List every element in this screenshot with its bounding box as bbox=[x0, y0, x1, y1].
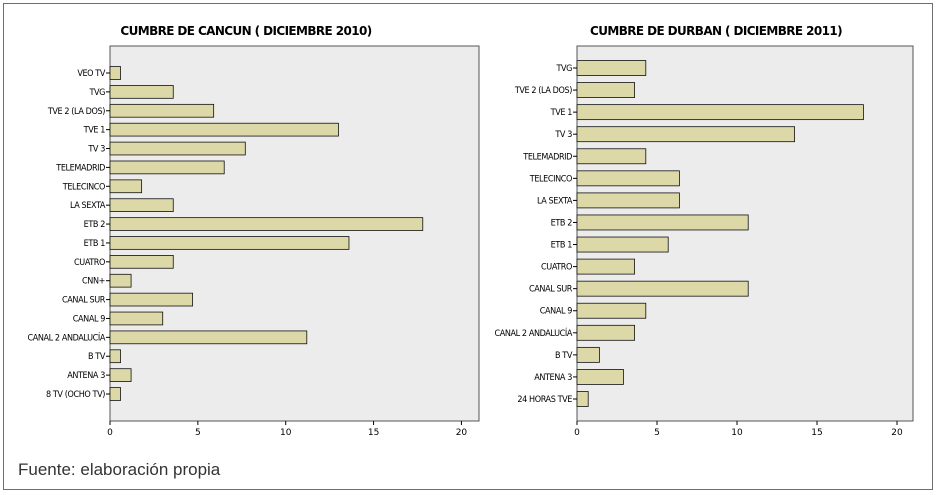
category-label: CANAL 9 bbox=[540, 307, 572, 317]
category-label: ETB 1 bbox=[551, 241, 573, 251]
bar bbox=[109, 122, 339, 137]
x-tick-label: 0 bbox=[107, 428, 113, 438]
category-label: TVG bbox=[555, 64, 572, 74]
bar bbox=[576, 369, 624, 385]
bar bbox=[109, 198, 174, 212]
category-label: LA SEXTA bbox=[537, 196, 573, 206]
category-label: TVE 1 bbox=[83, 126, 106, 136]
chart-title: CUMBRE DE DURBAN ( DICIEMBRE 2011) bbox=[590, 24, 842, 38]
category-label: TV 3 bbox=[87, 145, 105, 155]
bar bbox=[109, 349, 121, 364]
category-label: CANAL SUR bbox=[62, 296, 106, 306]
category-label: TVE 2 (LA DOS) bbox=[514, 86, 572, 96]
x-tick-label: 5 bbox=[654, 428, 660, 438]
bar bbox=[576, 104, 864, 121]
x-tick-label: 15 bbox=[368, 428, 379, 438]
category-label: TELEMADRID bbox=[55, 163, 105, 173]
x-tick-label: 10 bbox=[280, 428, 292, 438]
category-label: ETB 2 bbox=[551, 218, 573, 228]
bar bbox=[576, 236, 669, 253]
chart-1: CUMBRE DE CANCUN ( DICIEMBRE 2010) VEO TV… bbox=[27, 24, 480, 438]
category-label: TV 3 bbox=[554, 130, 572, 140]
category-label: 8 TV (OCHO TV) bbox=[46, 390, 105, 400]
category-label: B TV bbox=[555, 351, 573, 361]
category-label: B TV bbox=[88, 352, 106, 362]
chart-2: CUMBRE DE DURBAN ( DICIEMBRE 2011) TVG TVE… bbox=[494, 24, 914, 438]
bar bbox=[109, 292, 193, 307]
bar bbox=[576, 280, 749, 297]
bar bbox=[109, 236, 350, 250]
category-label: ANTENA 3 bbox=[67, 371, 105, 381]
bar bbox=[576, 302, 647, 319]
bar bbox=[109, 217, 424, 231]
plot-area bbox=[576, 45, 914, 422]
category-label: CNN+ bbox=[82, 277, 105, 287]
bar bbox=[576, 82, 635, 98]
plot-area bbox=[109, 45, 480, 422]
source-note: Fuente: elaboración propia bbox=[18, 460, 221, 479]
x-tick-label: 10 bbox=[731, 428, 743, 438]
bar bbox=[576, 60, 647, 76]
category-label: LA SEXTA bbox=[70, 201, 106, 211]
category-label: CUATRO bbox=[74, 258, 105, 268]
bar bbox=[109, 368, 132, 382]
bar bbox=[109, 387, 121, 401]
category-label: VEO TV bbox=[77, 69, 106, 79]
category-label: TVE 1 bbox=[550, 108, 573, 118]
category-label: CUATRO bbox=[541, 263, 572, 273]
category-label: ETB 2 bbox=[84, 220, 106, 230]
x-tick-label: 5 bbox=[195, 428, 201, 438]
bar bbox=[109, 85, 174, 99]
bar bbox=[109, 160, 225, 175]
bar bbox=[576, 126, 796, 143]
category-label: TVG bbox=[88, 88, 105, 98]
bar bbox=[576, 346, 600, 363]
x-tick-label: 15 bbox=[811, 428, 822, 438]
bar bbox=[576, 148, 647, 165]
bar bbox=[109, 141, 246, 156]
category-label: TELECINCO bbox=[62, 182, 105, 192]
bar bbox=[109, 330, 308, 345]
x-tick-label: 20 bbox=[456, 428, 468, 438]
bar bbox=[576, 324, 635, 341]
bar bbox=[576, 170, 680, 187]
category-label: ANTENA 3 bbox=[534, 373, 572, 383]
bar bbox=[576, 258, 635, 275]
x-tick-label: 20 bbox=[891, 428, 903, 438]
bar bbox=[109, 103, 215, 118]
category-label: TVE 2 (LA DOS) bbox=[47, 107, 105, 117]
category-label: CANAL 9 bbox=[73, 314, 105, 324]
bar bbox=[576, 192, 680, 209]
bar bbox=[109, 179, 143, 194]
bar bbox=[576, 391, 589, 407]
bar bbox=[109, 66, 121, 80]
bar bbox=[109, 273, 132, 288]
category-label: ETB 1 bbox=[84, 239, 106, 249]
bar bbox=[109, 255, 174, 269]
x-tick-label: 0 bbox=[574, 428, 580, 438]
bar bbox=[576, 214, 749, 231]
category-label: CANAL SUR bbox=[529, 285, 573, 295]
category-label: CANAL 2 ANDALUCÍA bbox=[494, 327, 572, 339]
category-label: 24 HORAS TVE bbox=[517, 395, 572, 405]
category-label: CANAL 2 ANDALUCÍA bbox=[27, 331, 105, 343]
bar bbox=[109, 311, 164, 326]
chart-title: CUMBRE DE CANCUN ( DICIEMBRE 2010) bbox=[120, 24, 371, 38]
category-label: TELECINCO bbox=[529, 174, 572, 184]
category-label: TELEMADRID bbox=[522, 152, 572, 162]
